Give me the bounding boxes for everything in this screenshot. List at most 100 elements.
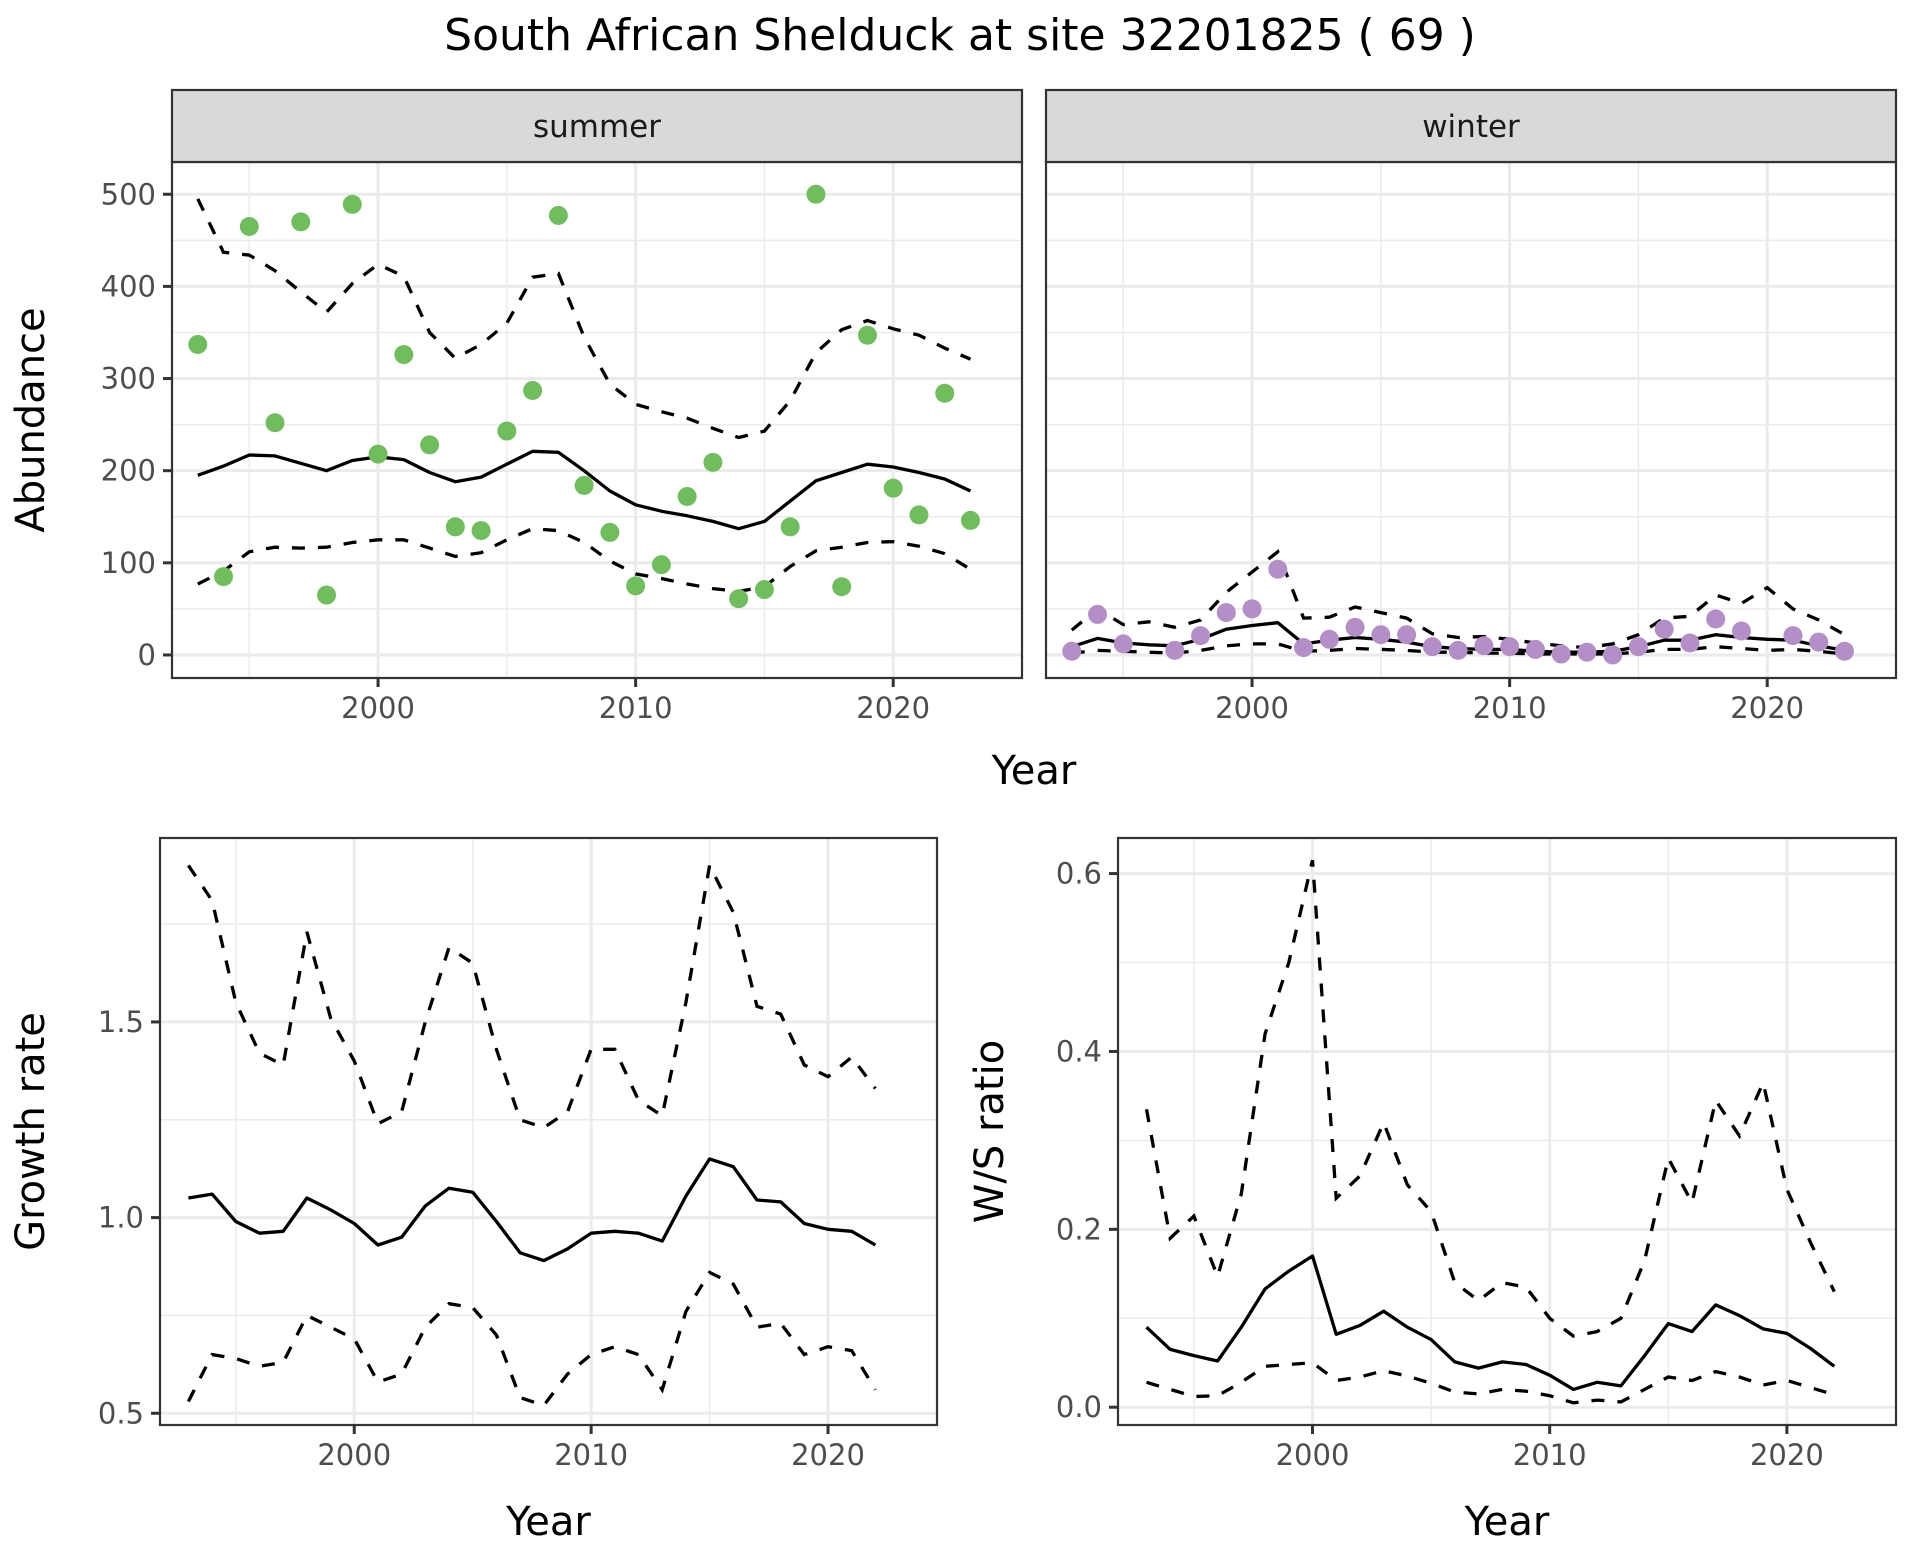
x-tick-label: 2010 [1473, 691, 1547, 725]
y-tick-label: 0.6 [1056, 857, 1102, 891]
y-tick-label: 500 [101, 177, 156, 211]
data-point [368, 444, 388, 464]
y-tick-label: 100 [101, 546, 156, 580]
x-tick-label: 2000 [1276, 1438, 1350, 1472]
data-point [214, 567, 234, 587]
data-point [291, 212, 311, 232]
panel-ws_ratio: 2000 2010 2020 0.0 0.2 0.4 0.6 W/S ratio Year [967, 836, 1898, 1545]
x-tick-label: 2000 [317, 1438, 391, 1472]
data-point [1422, 637, 1442, 657]
facet-strip-label: winter [1422, 109, 1520, 145]
facet-strip [170, 88, 1024, 164]
y-tick-label: 0.2 [1056, 1212, 1102, 1246]
y-tick-label: 1.0 [98, 1201, 144, 1235]
data-point [1500, 637, 1520, 657]
y-axis-title: W/S ratio [967, 1040, 1013, 1223]
x-tick-label: 2010 [554, 1438, 628, 1472]
facet-strip-label: summer [533, 109, 661, 145]
data-point [1397, 625, 1417, 645]
data-point [342, 194, 362, 214]
data-point [1525, 639, 1545, 659]
x-tick-label: 2020 [791, 1438, 865, 1472]
series-line-upper [187, 860, 877, 1130]
data-point [1603, 645, 1623, 665]
data-point [780, 517, 800, 537]
series-line-lower [197, 527, 972, 594]
panel-summer: summer 2000 2010 2020 0 100 200 300 400 500 Abunda… [8, 88, 1024, 725]
data-point [1834, 641, 1854, 661]
data-point [420, 435, 440, 455]
data-point [1088, 604, 1108, 624]
data-point [1345, 617, 1365, 637]
series-line-fit [1145, 1254, 1836, 1392]
data-point [1706, 609, 1726, 629]
x-axis-title: Year [505, 1499, 591, 1545]
data-point [857, 325, 877, 345]
data-point [1551, 644, 1571, 664]
x-tick-label: 2020 [1730, 691, 1804, 725]
data-point [1294, 638, 1314, 658]
data-point [548, 205, 568, 225]
x-axis-title-top: Year [991, 748, 1077, 794]
data-point [806, 184, 826, 204]
data-point [1448, 640, 1468, 660]
data-point [523, 381, 543, 401]
series-line-lower [1146, 1361, 1835, 1405]
panel-winter: winter 2000 2010 2020 [1044, 88, 1898, 725]
panel-border [1116, 836, 1898, 1427]
x-axis-title: Year [1464, 1499, 1550, 1545]
data-point [1474, 636, 1494, 656]
data-point [626, 576, 646, 596]
panel-growth: 2000 2010 2020 0.5 1.0 1.5 Growth rate Year [8, 836, 939, 1545]
data-point [1191, 626, 1211, 646]
y-axis-title: Abundance [8, 307, 54, 532]
series-line-lower [186, 1270, 877, 1408]
y-tick-label: 0.5 [98, 1396, 144, 1430]
data-point [1062, 641, 1082, 661]
data-point [1731, 621, 1751, 641]
x-tick-label: 2000 [1215, 691, 1289, 725]
data-point [677, 486, 697, 506]
data-point [1783, 626, 1803, 646]
data-point [729, 589, 749, 609]
data-point [188, 334, 208, 354]
data-point [935, 383, 955, 403]
y-axis-title: Growth rate [8, 1012, 54, 1251]
data-point [883, 478, 903, 498]
data-point [1216, 603, 1236, 623]
x-tick-label: 2010 [599, 691, 673, 725]
data-point [445, 517, 465, 537]
data-point [394, 345, 414, 365]
x-tick-label: 2020 [1750, 1438, 1824, 1472]
x-tick-label: 2000 [341, 691, 415, 725]
data-point [1680, 633, 1700, 653]
y-tick-label: 0.0 [1056, 1390, 1102, 1424]
data-point [754, 580, 774, 600]
data-point [600, 522, 620, 542]
data-point [1654, 619, 1674, 639]
data-point [909, 505, 929, 525]
y-tick-label: 0 [138, 638, 156, 672]
y-tick-label: 300 [101, 362, 156, 396]
data-point [1165, 640, 1185, 660]
data-point [239, 217, 259, 236]
data-point [1371, 625, 1391, 645]
y-tick-label: 400 [101, 269, 156, 303]
series-line-fit [188, 1157, 877, 1263]
x-tick-label: 2020 [856, 691, 930, 725]
series-line-upper [1144, 859, 1836, 1338]
facet-strip [1044, 88, 1898, 164]
panel-border [158, 836, 939, 1427]
x-tick-label: 2010 [1513, 1438, 1587, 1472]
data-point [1242, 599, 1262, 619]
data-point [1577, 642, 1597, 662]
data-point [651, 555, 671, 575]
data-point [497, 421, 517, 441]
data-point [1809, 632, 1829, 652]
series-line-fit [197, 449, 972, 531]
series-line-upper [196, 198, 972, 440]
data-point [1319, 629, 1339, 649]
y-tick-label: 200 [101, 454, 156, 488]
data-point [703, 452, 723, 472]
